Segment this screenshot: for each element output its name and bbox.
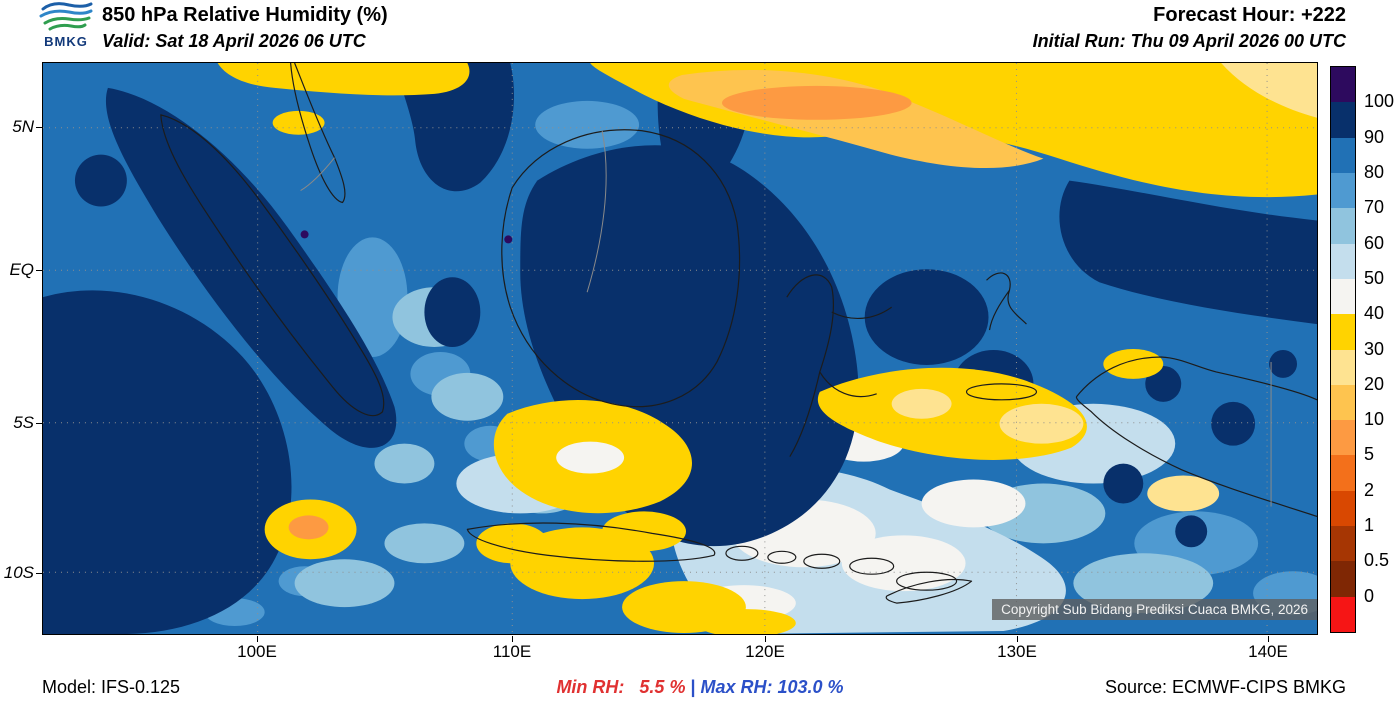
colorbar-tick-label: 20	[1364, 373, 1385, 394]
lon-label: 100E	[237, 642, 277, 661]
lat-label: 5S	[13, 413, 34, 432]
valid-time: Valid: Sat 18 April 2026 06 UTC	[102, 31, 366, 51]
colorbar-segment	[1331, 490, 1355, 527]
lon-label: 140E	[1248, 642, 1288, 661]
colorbar-tick-label: 30	[1364, 338, 1385, 359]
country-borders	[300, 130, 1272, 507]
colorbar-segment	[1331, 208, 1355, 244]
lat-label: EQ	[9, 260, 34, 279]
coastlines	[160, 63, 1317, 604]
colorbar-tick-label: 80	[1364, 161, 1385, 182]
colorbar-tick-label: 2	[1364, 479, 1375, 500]
colorbar-segment	[1331, 243, 1355, 279]
colorbar-tick-label: 10	[1364, 409, 1385, 430]
colorbar-segment	[1331, 384, 1355, 421]
colorbar-segment	[1331, 137, 1355, 173]
humidity-map: Copyright Sub Bidang Prediksi Cuaca BMKG…	[42, 62, 1318, 635]
colorbar-segment	[1331, 314, 1355, 350]
bmkg-logo: BMKG	[36, 2, 96, 49]
bmkg-logo-label: BMKG	[44, 34, 88, 49]
humidity-contour-plot	[43, 63, 1317, 634]
lat-axis: 5N EQ 5S 10S	[0, 0, 38, 709]
colorbar-tick-label: 0.5	[1364, 550, 1390, 571]
max-rh-value: Max RH: 103.0 %	[700, 677, 844, 697]
colorbar-tick-label: 40	[1364, 303, 1385, 324]
colorbar-tick-label: 90	[1364, 126, 1385, 147]
forecast-hour: Forecast Hour: +222	[1153, 4, 1346, 26]
rh-layer-20-30	[891, 63, 1317, 512]
copyright-overlay: Copyright Sub Bidang Prediksi Cuaca BMKG…	[992, 599, 1317, 620]
colorbar-tick-label: 0	[1364, 585, 1375, 606]
colorbar-segment	[1331, 526, 1355, 562]
minmax-separator: |	[685, 677, 701, 697]
lon-label: 120E	[745, 642, 785, 661]
colorbar-segment	[1331, 561, 1355, 597]
colorbar-segment	[1331, 596, 1355, 632]
colorbar-segment	[1331, 278, 1355, 315]
minmax-line: Min RH: 5.5 % | Max RH: 103.0 %	[0, 677, 1400, 698]
colorbar-tick-label: 70	[1364, 197, 1385, 218]
colorbar-segment	[1331, 349, 1355, 385]
lon-axis: 100E 110E 120E 130E 140E	[0, 642, 1400, 662]
lat-label: 10S	[3, 563, 34, 582]
rh-layer-5-10	[288, 85, 912, 540]
model-label: Model: IFS-0.125	[42, 677, 181, 697]
colorbar-segment	[1331, 102, 1355, 138]
colorbar-tick-label: 100	[1364, 91, 1395, 112]
bmkg-logo-icon	[36, 2, 96, 34]
rh-ring-hole	[556, 441, 625, 474]
min-rh-value: Min RH: 5.5 %	[556, 677, 686, 697]
colorbar-segment	[1331, 172, 1355, 209]
rh-layer-100-plus	[300, 230, 513, 244]
colorbar-tick-label: 5	[1364, 444, 1375, 465]
colorbar-tick-label: 60	[1364, 232, 1385, 253]
source-label: Source: ECMWF-CIPS BMKG	[1104, 677, 1346, 697]
colorbar-tick-label: 1	[1364, 515, 1375, 536]
lat-label: 5N	[12, 117, 34, 136]
colorbar-ticks: 100 90 80 70 60 50 40 30 20 10 5 2 1 0.5 0	[1364, 66, 1400, 633]
colorbar-segment	[1331, 420, 1355, 456]
colorbar	[1330, 66, 1356, 633]
colorbar-tick-label: 50	[1364, 267, 1385, 288]
lon-label: 130E	[997, 642, 1037, 661]
page-title: 850 hPa Relative Humidity (%)	[102, 4, 388, 26]
lon-label: 110E	[492, 642, 532, 661]
initial-run: Initial Run: Thu 09 April 2026 00 UTC	[1032, 31, 1346, 51]
colorbar-segment	[1331, 455, 1355, 491]
colorbar-segment	[1331, 67, 1355, 103]
